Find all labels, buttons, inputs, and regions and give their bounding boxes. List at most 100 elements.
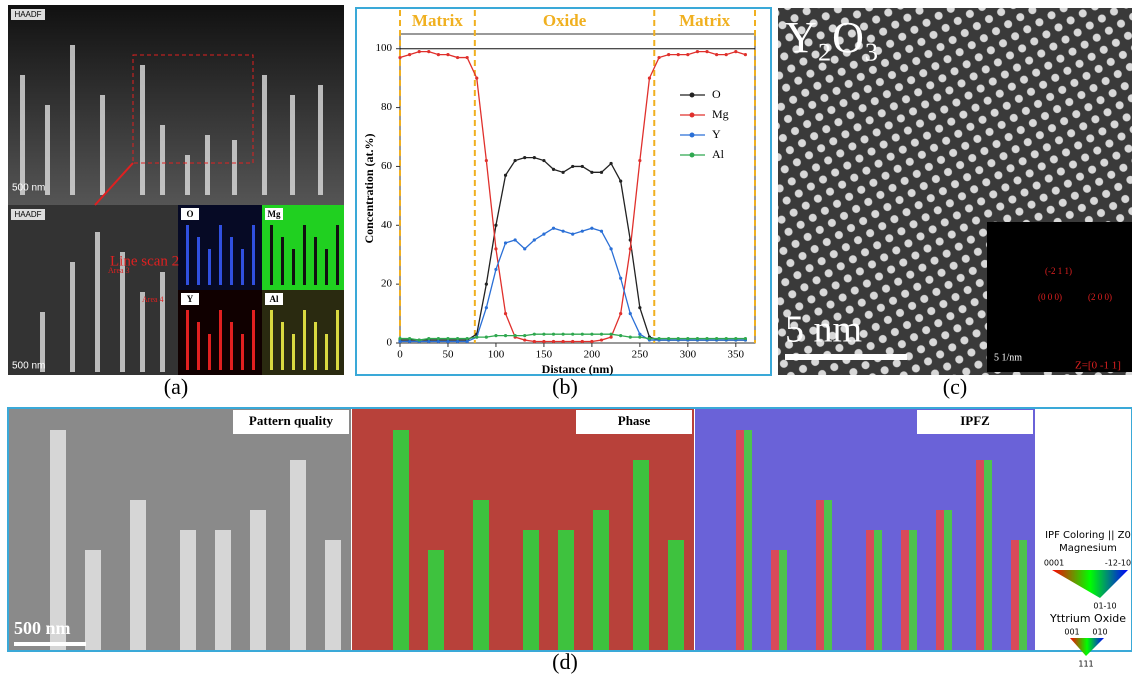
- point: [667, 53, 671, 57]
- point: [638, 332, 642, 336]
- nanowire: [641, 460, 649, 650]
- map-wire: [219, 225, 222, 285]
- nanowire: [566, 530, 574, 650]
- point: [628, 311, 632, 316]
- x-tick-label: 200: [584, 349, 601, 361]
- point: [686, 336, 690, 341]
- scale: 500 nm: [12, 361, 45, 372]
- x-tick-label: 100: [488, 349, 505, 361]
- panel-frame: [7, 407, 1132, 652]
- area: Area 4: [142, 295, 164, 304]
- haadf-bottom: [8, 205, 178, 375]
- map-wire: [186, 310, 189, 370]
- point: [647, 336, 652, 341]
- point: [743, 336, 748, 341]
- nanowire: [824, 500, 832, 650]
- point: [407, 336, 412, 341]
- legend-marker: [689, 152, 695, 158]
- point: [503, 334, 508, 338]
- nanowire: [188, 530, 196, 650]
- map-label: Mg: [268, 209, 281, 219]
- point: [590, 339, 594, 344]
- key-triangle: [1052, 570, 1128, 598]
- legend-marker: [689, 132, 695, 138]
- nanowire: [874, 530, 882, 650]
- panel-label: (a): [164, 374, 188, 399]
- key: 0001: [1044, 559, 1064, 568]
- nanowire: [676, 540, 684, 650]
- point: [503, 311, 508, 316]
- point: [657, 336, 661, 341]
- point: [571, 332, 575, 336]
- tag-bg: [11, 9, 45, 20]
- legend-label: Al: [712, 147, 725, 161]
- point: [580, 229, 584, 233]
- nanowire: [160, 272, 165, 372]
- point: [551, 226, 556, 230]
- nanowire: [120, 252, 125, 372]
- point: [455, 55, 460, 60]
- map-label: O: [186, 209, 193, 219]
- point: [475, 335, 479, 339]
- point: [705, 50, 709, 54]
- map-wire: [197, 237, 200, 285]
- y-axis-title: Concentration (at.%): [362, 134, 376, 244]
- key-triangle: [1070, 638, 1104, 656]
- point: [465, 336, 469, 341]
- zoom-arrow: [94, 162, 134, 206]
- tag: HAADF: [14, 210, 41, 219]
- point: [715, 53, 719, 57]
- map-tag-bg: [265, 208, 283, 220]
- nanowire: [298, 460, 306, 650]
- spot: (0 0 0): [1038, 292, 1062, 302]
- point: [619, 179, 623, 183]
- point: [427, 339, 431, 344]
- point: [532, 156, 536, 160]
- point: [494, 267, 498, 272]
- nanowire: [100, 95, 105, 195]
- point: [446, 336, 450, 341]
- point: [619, 311, 623, 316]
- point: [619, 276, 623, 280]
- map-wire: [336, 310, 339, 370]
- point: [523, 334, 527, 338]
- y-tick-label: 80: [381, 101, 393, 113]
- key: 001: [1064, 628, 1079, 637]
- spot: (2 0 0): [1088, 292, 1112, 302]
- point: [523, 338, 527, 342]
- point: [436, 336, 440, 341]
- map-tag-bg: [265, 293, 283, 305]
- point: [475, 76, 479, 80]
- point: [446, 53, 450, 57]
- point: [590, 226, 594, 230]
- point: [695, 336, 700, 341]
- point: [484, 282, 488, 286]
- map-wire: [230, 237, 233, 285]
- point: [571, 339, 575, 344]
- title-bg: [576, 410, 692, 434]
- map-wire: [270, 225, 273, 285]
- point: [455, 339, 460, 344]
- point: [407, 339, 412, 344]
- map-wire: [281, 322, 284, 370]
- point: [455, 336, 460, 341]
- point: [638, 306, 642, 310]
- point: [599, 338, 604, 342]
- key: 111: [1078, 660, 1093, 669]
- line-scan: Line scan 2: [110, 253, 179, 269]
- point: [580, 164, 584, 169]
- panel-label: (c): [943, 374, 967, 399]
- legend-label: Mg: [712, 107, 729, 121]
- nanowire: [601, 510, 609, 650]
- point: [571, 164, 575, 169]
- y-tick-label: 40: [381, 219, 393, 231]
- map-wire: [336, 225, 339, 285]
- nanowire: [262, 75, 267, 195]
- point: [513, 158, 517, 163]
- nanowire: [95, 232, 100, 372]
- nanowire: [984, 460, 992, 650]
- point: [590, 170, 594, 174]
- point: [619, 334, 623, 338]
- point: [542, 332, 546, 336]
